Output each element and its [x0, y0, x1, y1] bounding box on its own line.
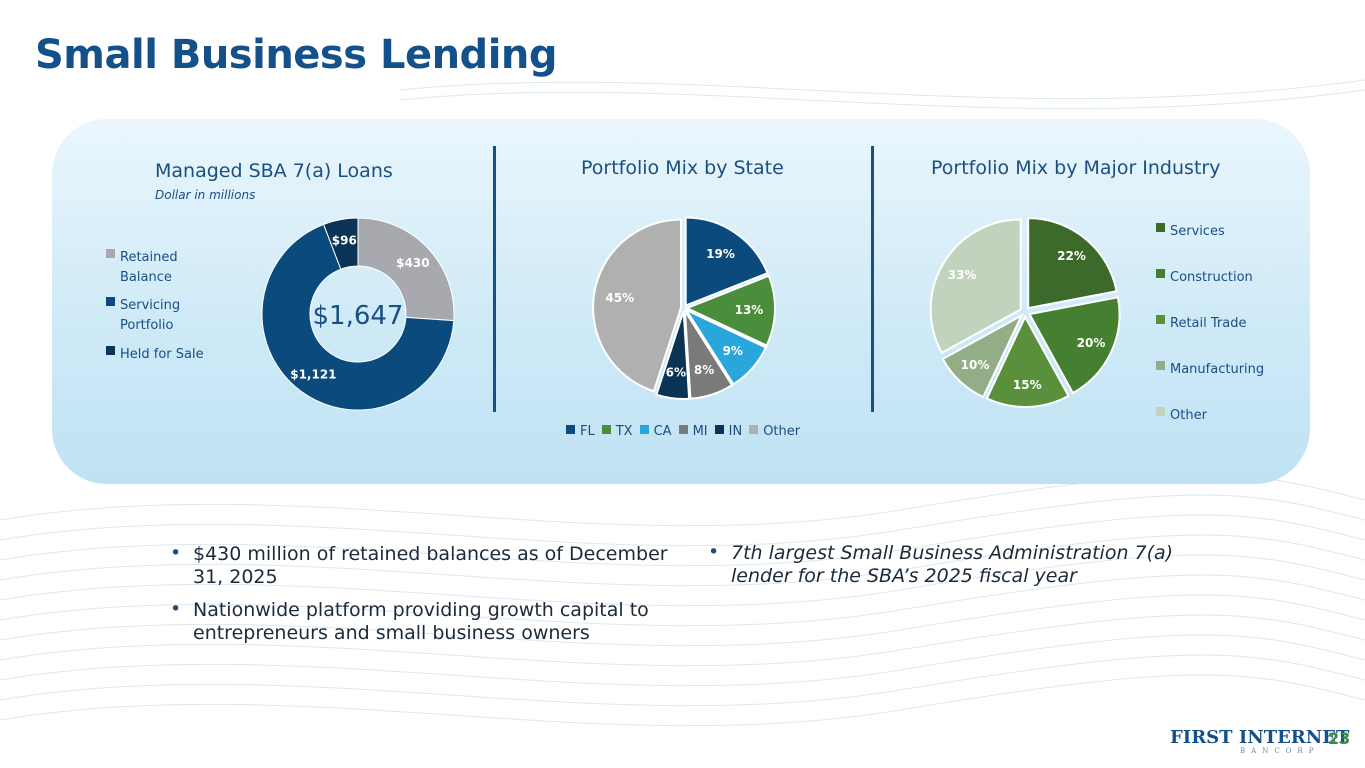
sba-loans-title: Managed SBA 7(a) Loans [155, 160, 393, 182]
pie-slice-servicing-portfolio [261, 223, 455, 411]
legend-label: Services [1170, 224, 1225, 239]
bullet-item: 7th largest Small Business Administratio… [706, 541, 1216, 588]
legend-swatch [1156, 407, 1165, 416]
legend-item-construction: Construction [1156, 268, 1253, 288]
bullet-list-right: 7th largest Small Business Administratio… [706, 541, 1216, 598]
legend-item-ca: CA [639, 424, 672, 439]
legend-label: CA [653, 424, 672, 439]
pie-slice-held-for-sale [322, 217, 359, 270]
page-number: 23 [1328, 729, 1351, 748]
data-label: 8% [694, 363, 714, 377]
legend-label: Other [1170, 408, 1207, 423]
legend-item-other: Other [749, 424, 800, 439]
pie-slice-in [655, 310, 691, 400]
data-label: 20% [1077, 336, 1106, 350]
legend-swatch [106, 297, 115, 306]
company-logo: FIRST INTERNET BANCORP [1170, 727, 1349, 757]
pie-slice-mi [683, 310, 734, 400]
pie-slice-other [929, 218, 1022, 355]
legend-item-held-for-sale: Held for Sale [106, 345, 204, 365]
panel-divider-2 [871, 146, 874, 412]
legend-label: Held for Sale [120, 347, 204, 362]
logo-sub-text: BANCORP [1240, 747, 1320, 755]
sba-loans-donut-chart: $430 $1,121 $96 $1,647 [261, 217, 455, 411]
data-label: $96 [332, 233, 357, 247]
data-label: 33% [948, 268, 977, 282]
legend-label: Retail Trade [1170, 316, 1247, 331]
panel-divider-1 [493, 146, 496, 412]
data-label: 10% [961, 358, 990, 372]
legend-swatch [714, 425, 724, 434]
industry-mix-pie-chart: 22% 20% 15% 10% 33% [929, 217, 1121, 408]
bullet-list-left: $430 million of retained balances as of … [168, 542, 668, 655]
legend-item-retail-trade: Retail Trade [1156, 314, 1246, 334]
donut-center-label: $1,647 [313, 301, 404, 331]
state-mix-title: Portfolio Mix by State [581, 157, 784, 179]
legend-label: Construction [1170, 270, 1253, 285]
legend-swatch [566, 425, 575, 434]
legend-swatch [1156, 223, 1165, 232]
legend-swatch [678, 425, 688, 434]
legend-swatch [106, 346, 115, 355]
data-label: 22% [1057, 249, 1086, 263]
legend-item-tx: TX [601, 424, 633, 439]
legend-item-in: IN [714, 424, 743, 439]
sba-loans-subtitle: Dollar in millions [155, 188, 256, 202]
pie-slice-tx [684, 274, 776, 347]
legend-item-retained: Retained Balance [106, 248, 195, 288]
data-label: 13% [735, 303, 764, 317]
legend-item-manufacturing: Manufacturing [1156, 360, 1264, 380]
data-label: 45% [605, 291, 634, 305]
pie-slice-construction [1027, 296, 1121, 395]
legend-item-services: Services [1156, 222, 1225, 242]
legend-swatch [1156, 361, 1165, 370]
bullet-item: $430 million of retained balances as of … [168, 542, 668, 589]
data-label: $1,121 [290, 367, 336, 381]
legend-label: Retained Balance [120, 250, 178, 285]
logo-main-text: FIRST INTERNET [1170, 727, 1350, 748]
legend-swatch [1156, 269, 1165, 278]
industry-mix-title: Portfolio Mix by Major Industry [931, 157, 1221, 179]
pie-slice-other [592, 218, 683, 393]
legend-swatch [639, 425, 649, 434]
pie-slice-ca [683, 307, 768, 386]
legend-swatch [749, 425, 759, 434]
data-label: 19% [706, 247, 735, 261]
pie-slice-fl [684, 216, 769, 307]
state-mix-pie-chart: 19% 13% 9% 8% 6% 45% [592, 216, 776, 400]
legend-label: Other [763, 424, 801, 439]
legend-item-servicing: Servicing Portfolio [106, 296, 195, 336]
pie-slice-retained-balance [357, 217, 455, 322]
data-label: $430 [396, 256, 429, 270]
data-label: 6% [666, 365, 686, 379]
legend-item-other: Other [1156, 406, 1207, 426]
pie-slice-manufacturing [941, 313, 1024, 399]
data-label: 15% [1013, 378, 1042, 392]
legend-label: IN [728, 424, 743, 439]
legend-swatch [106, 249, 115, 258]
page-title: Small Business Lending [35, 32, 558, 78]
legend-label: Servicing Portfolio [120, 298, 181, 333]
legend-label: Manufacturing [1170, 362, 1265, 377]
data-label: 9% [723, 344, 743, 358]
legend-swatch [601, 425, 611, 434]
pie-slice-services [1027, 217, 1118, 310]
legend-label: MI [692, 424, 708, 439]
legend-item-mi: MI [678, 424, 708, 439]
legend-label: TX [615, 424, 633, 439]
legend-label: FL [580, 424, 595, 439]
bullet-item: Nationwide platform providing growth cap… [168, 598, 668, 645]
pie-slice-retail-trade [985, 314, 1070, 408]
state-mix-legend: FL TX CA MI IN Other [566, 424, 807, 439]
legend-swatch [1156, 315, 1165, 324]
legend-item-fl: FL [566, 424, 595, 439]
